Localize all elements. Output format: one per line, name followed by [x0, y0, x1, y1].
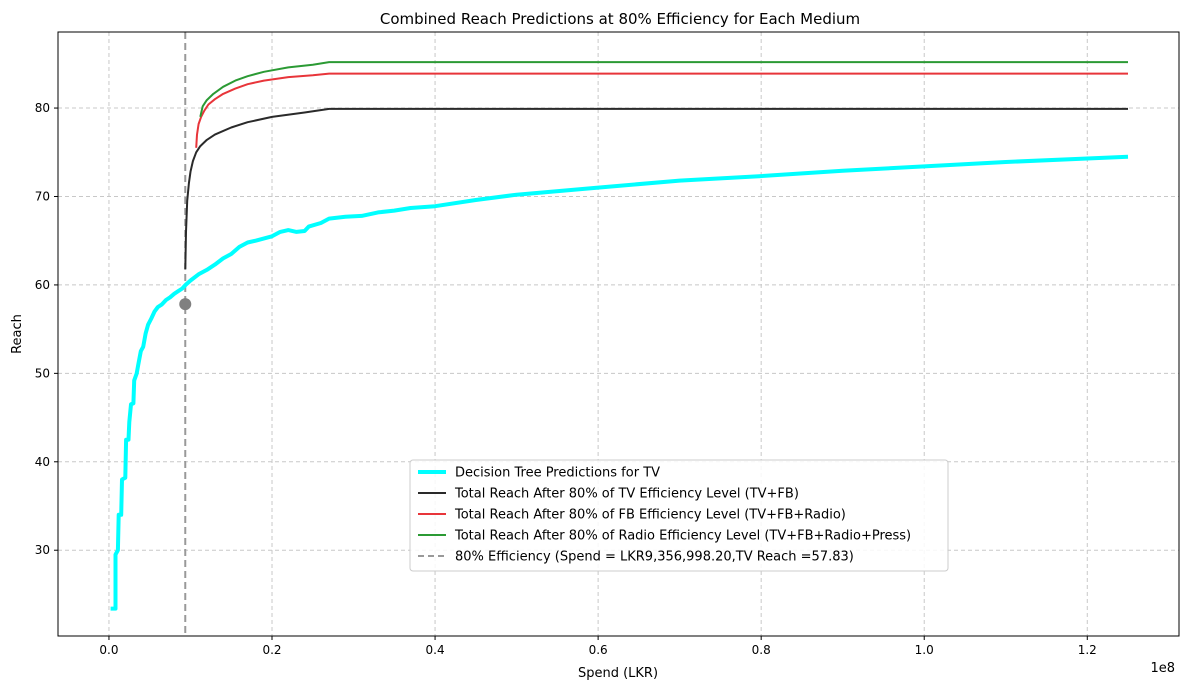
axis-ticks: 0.0 0.2 0.4 0.6 0.8 1.0 1.2 30 40 50 60 70 80 — [35, 101, 1097, 657]
y-axis-label: Reach — [10, 314, 25, 354]
x-tick-label: 1.0 — [915, 643, 934, 657]
series-lines — [110, 32, 1129, 636]
legend-entry: Total Reach After 80% of TV Efficiency L… — [454, 487, 799, 502]
chart-title: Combined Reach Predictions at 80% Effici… — [380, 10, 860, 28]
tv-fb-radio-press-series — [199, 61, 1128, 118]
tv-fb-series — [184, 107, 1128, 270]
y-tick-label: 40 — [35, 455, 50, 469]
y-tick-label: 70 — [35, 189, 50, 203]
efficiency-marker — [179, 298, 192, 311]
y-tick-label: 30 — [35, 543, 50, 557]
y-tick-label: 50 — [35, 366, 50, 380]
plot-frame — [57, 31, 1180, 637]
legend-entry: Total Reach After 80% of Radio Efficienc… — [454, 529, 911, 544]
y-tick-label: 60 — [35, 278, 50, 292]
tv-prediction-series — [110, 154, 1129, 611]
x-axis-label: Spend (LKR) — [578, 666, 658, 681]
x-tick-label: 0.6 — [589, 643, 608, 657]
x-tick-label: 0.4 — [426, 643, 445, 657]
legend: Decision Tree Predictions for TV Total Re… — [409, 459, 949, 572]
legend-box — [409, 459, 949, 572]
legend-entry: Decision Tree Predictions for TV — [455, 466, 660, 481]
y-tick-label: 80 — [35, 101, 50, 115]
tv-fb-radio-series — [195, 72, 1128, 148]
x-axis-offset-label: 1e8 — [1150, 661, 1175, 676]
x-tick-label: 0.2 — [262, 643, 281, 657]
x-tick-label: 0.0 — [99, 643, 118, 657]
x-tick-label: 1.2 — [1078, 643, 1097, 657]
x-tick-label: 0.8 — [752, 643, 771, 657]
legend-entry: 80% Efficiency (Spend = LKR9,356,998.20,… — [455, 550, 854, 565]
legend-entry: Total Reach After 80% of FB Efficiency L… — [454, 508, 846, 523]
